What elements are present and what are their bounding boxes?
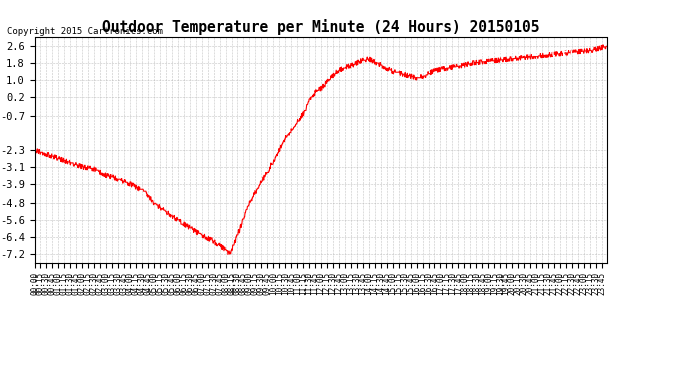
Title: Outdoor Temperature per Minute (24 Hours) 20150105: Outdoor Temperature per Minute (24 Hours… xyxy=(102,19,540,35)
Text: Copyright 2015 Cartronics.com: Copyright 2015 Cartronics.com xyxy=(7,27,163,36)
